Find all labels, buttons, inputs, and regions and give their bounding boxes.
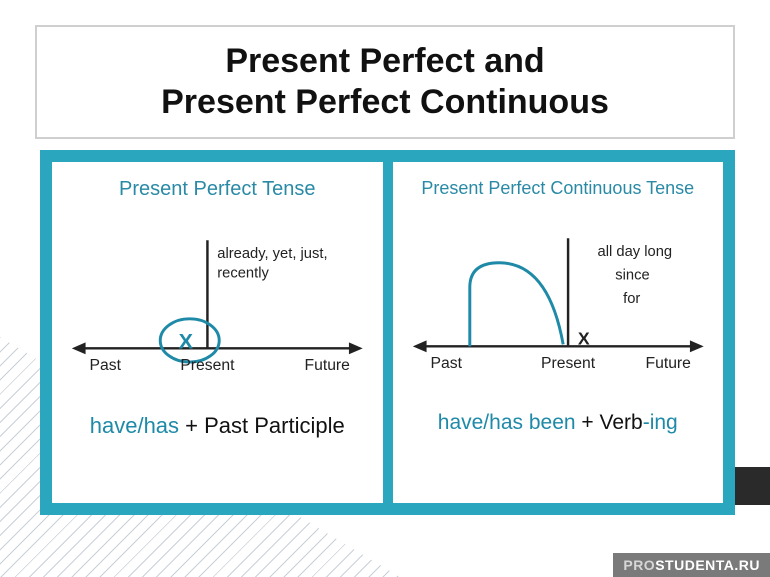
right-adverb-3: for (623, 291, 640, 307)
right-adverb-1: all day long (597, 244, 672, 260)
label-future: Future (304, 357, 350, 374)
panels-container: Present Perfect Tense X already, yet, ju… (40, 150, 735, 515)
main-title-box: Present Perfect and Present Perfect Cont… (35, 25, 735, 139)
watermark: PROSTUDENTA.RU (613, 553, 770, 577)
left-panel-title: Present Perfect Tense (60, 178, 375, 201)
left-formula-aux: have/has (90, 413, 179, 438)
left-timeline: X already, yet, just, recently Past Pres… (60, 209, 375, 409)
event-marker-x: X (179, 328, 194, 353)
right-panel-title: Present Perfect Continuous Tense (401, 178, 716, 199)
arrow-left-icon (72, 342, 86, 354)
left-timeline-svg: X already, yet, just, recently Past Pres… (60, 209, 375, 409)
arrow-right-icon (689, 340, 703, 352)
duration-arc-icon (469, 263, 562, 347)
left-formula: have/has + Past Participle (60, 413, 375, 439)
title-line-2: Present Perfect Continuous (161, 83, 609, 121)
label-future: Future (645, 355, 691, 372)
left-formula-rest: Past Participle (204, 413, 345, 438)
label-past: Past (430, 355, 462, 372)
right-formula-plus: + (576, 411, 600, 434)
arrow-right-icon (349, 342, 363, 354)
right-timeline-svg: X all day long since for Past Present Fu… (401, 207, 716, 407)
watermark-pro: PRO (623, 557, 655, 573)
event-marker-x: X (577, 328, 589, 348)
right-timeline: X all day long since for Past Present Fu… (401, 207, 716, 407)
right-panel: Present Perfect Continuous Tense X all d… (393, 162, 724, 503)
label-present: Present (180, 357, 235, 374)
label-present: Present (540, 355, 595, 372)
main-title: Present Perfect and Present Perfect Cont… (47, 41, 723, 123)
left-adverb-1: already, yet, just, (217, 246, 327, 262)
watermark-rest: STUDENTA.RU (655, 557, 760, 573)
right-formula-aux: have/has been (438, 411, 576, 434)
right-formula-verb: Verb (600, 411, 643, 434)
left-adverb-2: recently (217, 266, 269, 282)
title-line-1: Present Perfect and (225, 42, 544, 80)
label-past: Past (89, 357, 121, 374)
right-adverb-2: since (615, 267, 649, 283)
left-panel: Present Perfect Tense X already, yet, ju… (52, 162, 383, 503)
right-formula-ing: -ing (643, 411, 678, 434)
right-formula: have/has been + Verb-ing (401, 411, 716, 435)
left-formula-plus: + (179, 413, 204, 438)
arrow-left-icon (412, 340, 426, 352)
